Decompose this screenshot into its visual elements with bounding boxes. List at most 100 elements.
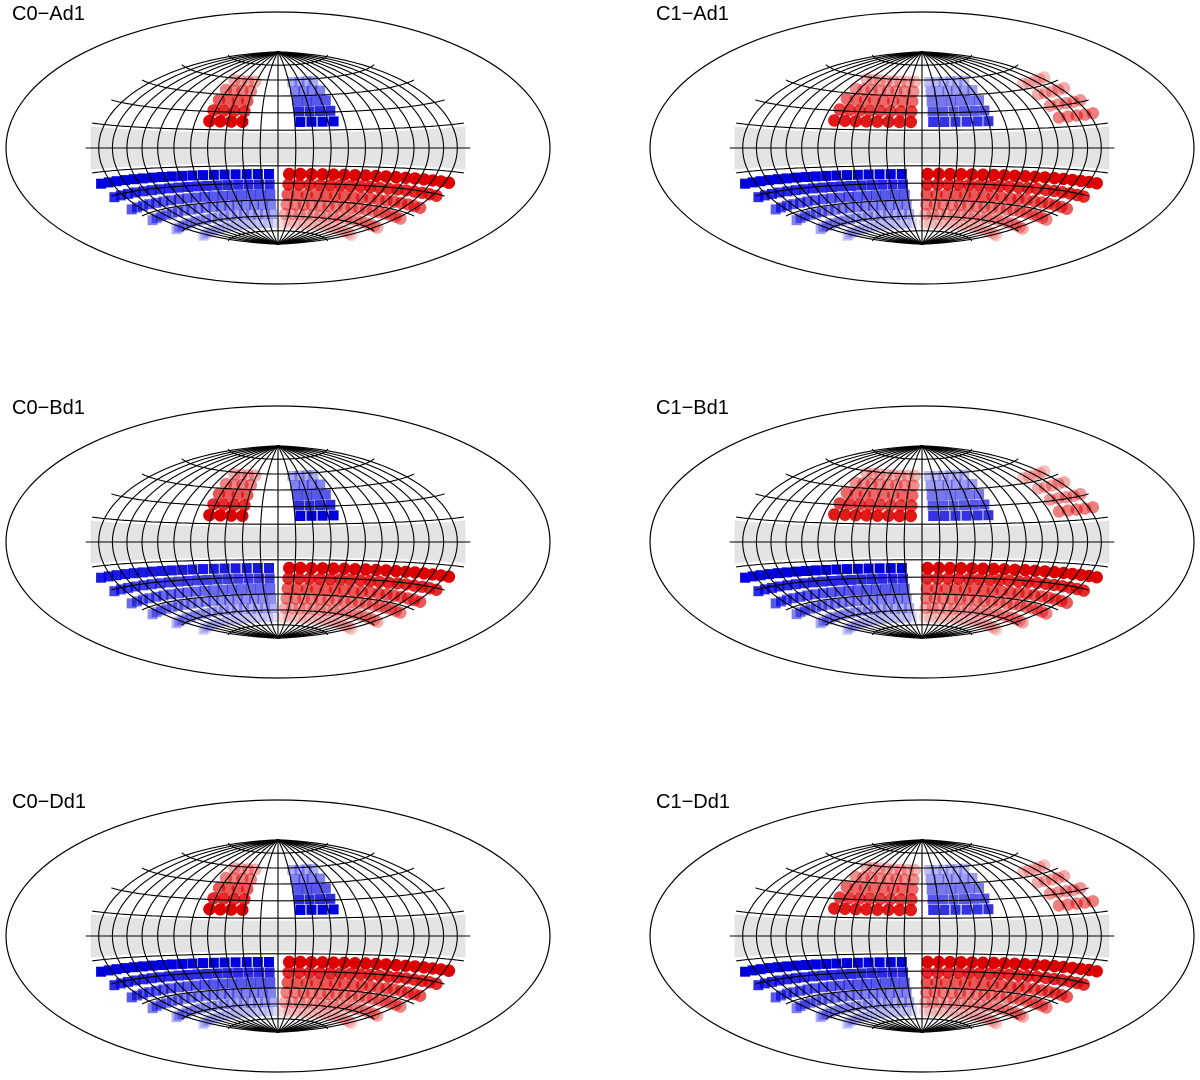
positive-dot xyxy=(828,114,841,127)
negative-square xyxy=(862,222,873,233)
negative-square xyxy=(201,1002,211,1013)
positive-dot xyxy=(212,881,226,895)
positive-dot xyxy=(929,611,942,624)
negative-square xyxy=(137,988,148,999)
negative-square xyxy=(207,225,218,236)
meridian-line xyxy=(224,839,279,1033)
negative-square xyxy=(799,184,810,195)
positive-dot xyxy=(954,603,967,616)
negative-square xyxy=(747,571,758,582)
negative-square xyxy=(144,987,155,998)
negative-square xyxy=(808,577,819,588)
positive-dot xyxy=(338,584,351,597)
positive-dot xyxy=(962,199,975,212)
negative-square xyxy=(945,470,956,481)
negative-square xyxy=(969,893,980,904)
negative-square xyxy=(173,576,184,587)
negative-square xyxy=(850,1001,861,1012)
negative-square xyxy=(161,997,172,1008)
meridian-line xyxy=(921,445,1102,639)
negative-square xyxy=(885,613,896,624)
negative-square xyxy=(315,106,325,117)
negative-square xyxy=(795,213,806,224)
positive-dot xyxy=(949,976,962,990)
negative-square xyxy=(147,609,158,620)
negative-square xyxy=(206,1001,217,1012)
positive-dot xyxy=(1057,870,1071,883)
negative-square xyxy=(925,86,936,97)
negative-square xyxy=(252,1006,263,1017)
meridian-line xyxy=(141,51,279,245)
negative-square xyxy=(781,200,792,211)
meridian-line xyxy=(111,51,279,245)
positive-dot xyxy=(950,218,964,231)
negative-square xyxy=(821,958,832,969)
negative-square xyxy=(860,595,871,606)
negative-square xyxy=(219,563,230,574)
negative-square xyxy=(126,992,137,1003)
negative-square xyxy=(328,904,339,915)
negative-square xyxy=(264,563,274,573)
negative-square xyxy=(834,1004,845,1015)
negative-square xyxy=(306,479,317,490)
positive-dot xyxy=(949,188,962,202)
meridian-line xyxy=(259,51,279,245)
meridian-line xyxy=(921,51,1027,245)
negative-square xyxy=(826,981,837,992)
negative-square xyxy=(843,229,854,240)
negative-square xyxy=(246,613,257,623)
negative-square xyxy=(192,181,203,192)
negative-square xyxy=(201,1016,212,1027)
positive-dot xyxy=(881,478,895,492)
negative-square xyxy=(219,169,230,180)
negative-square xyxy=(939,511,950,521)
negative-square xyxy=(759,978,770,989)
negative-square xyxy=(874,169,885,180)
negative-square xyxy=(243,179,254,190)
negative-square xyxy=(802,590,813,601)
negative-square xyxy=(928,511,939,521)
positive-dot xyxy=(338,989,351,1002)
positive-dot xyxy=(952,178,965,191)
positive-dot xyxy=(217,892,230,905)
negative-square xyxy=(190,610,201,621)
positive-dot xyxy=(873,104,887,118)
positive-dot xyxy=(281,582,294,595)
negative-square xyxy=(245,209,256,220)
positive-dot xyxy=(894,499,908,512)
negative-square xyxy=(301,76,312,87)
negative-square xyxy=(961,116,972,127)
negative-square xyxy=(876,594,887,605)
negative-square xyxy=(883,997,893,1008)
positive-dot xyxy=(316,562,329,575)
negative-square xyxy=(885,219,896,230)
negative-square xyxy=(207,619,218,630)
map-outline xyxy=(5,799,551,1073)
negative-square xyxy=(861,584,872,595)
negative-square xyxy=(834,610,845,621)
negative-square xyxy=(315,479,326,490)
negative-square xyxy=(202,968,213,979)
positive-dot xyxy=(860,115,873,128)
negative-square xyxy=(230,957,241,968)
negative-square xyxy=(222,1010,233,1020)
negative-square xyxy=(945,864,956,875)
positive-dot xyxy=(849,476,862,489)
negative-square xyxy=(151,985,162,996)
positive-dot xyxy=(359,169,372,182)
positive-dot xyxy=(294,955,307,969)
positive-dot xyxy=(863,104,876,118)
negative-square xyxy=(146,579,157,590)
negative-square xyxy=(904,997,915,1008)
negative-square xyxy=(233,573,244,584)
negative-square xyxy=(232,200,243,211)
positive-dot xyxy=(330,988,343,1001)
positive-dot xyxy=(1043,493,1057,506)
negative-square xyxy=(862,616,873,627)
positive-dot xyxy=(1060,202,1074,215)
meridian-line xyxy=(277,51,399,245)
negative-square xyxy=(854,618,865,629)
negative-square xyxy=(260,603,271,614)
meridian-line xyxy=(190,51,279,245)
positive-dot xyxy=(309,218,322,232)
